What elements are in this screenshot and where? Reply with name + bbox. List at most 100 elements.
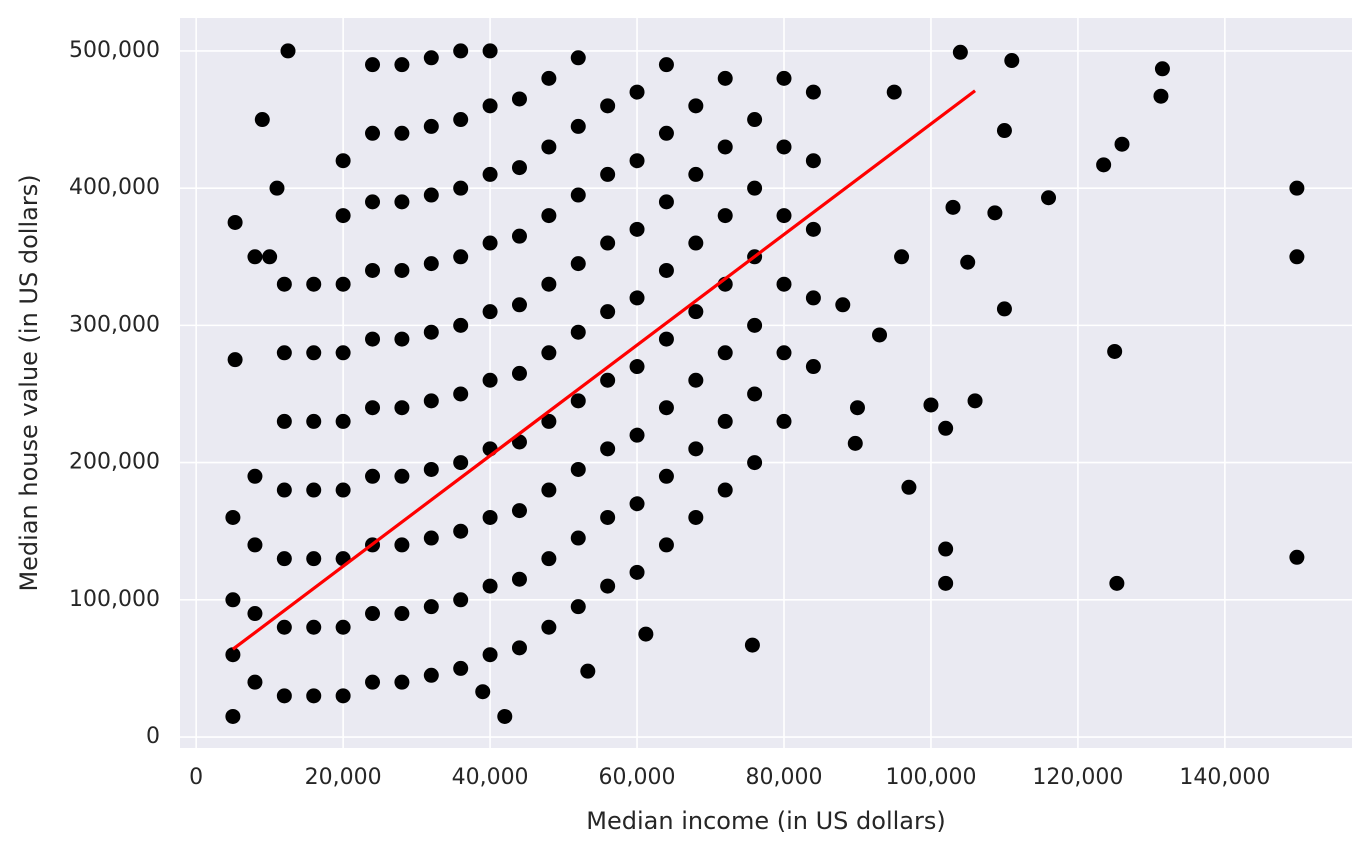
scatter-point: [1289, 180, 1305, 196]
scatter-point: [688, 441, 704, 457]
scatter-point: [225, 509, 241, 525]
scatter-point: [1041, 190, 1057, 206]
scatter-point: [262, 249, 278, 265]
scatter-point: [276, 413, 292, 429]
scatter-point: [511, 160, 527, 176]
scatter-point: [600, 235, 616, 251]
y-tick-label: 200,000: [69, 450, 160, 475]
scatter-point: [658, 57, 674, 73]
scatter-point: [1289, 549, 1305, 565]
y-tick-label: 100,000: [69, 587, 160, 612]
scatter-point: [394, 331, 410, 347]
scatter-point: [658, 262, 674, 278]
scatter-point: [938, 420, 954, 436]
scatter-point: [482, 166, 498, 182]
scatter-point: [688, 166, 704, 182]
scatter-point: [570, 256, 586, 272]
scatter-point: [335, 345, 351, 361]
scatter-point: [747, 455, 763, 471]
scatter-point: [541, 345, 557, 361]
scatter-point: [276, 482, 292, 498]
scatter-point: [482, 235, 498, 251]
scatter-point: [365, 262, 381, 278]
x-tick-label: 100,000: [885, 765, 976, 790]
scatter-point: [717, 208, 733, 224]
scatter-point: [638, 626, 654, 642]
scatter-point: [541, 551, 557, 567]
scatter-point: [600, 304, 616, 320]
scatter-point: [254, 112, 270, 128]
scatter-point: [658, 194, 674, 210]
scatter-point: [453, 660, 469, 676]
scatter-point: [394, 125, 410, 141]
scatter-point: [511, 297, 527, 313]
scatter-point: [423, 324, 439, 340]
scatter-point: [658, 400, 674, 416]
scatter-point: [365, 194, 381, 210]
plot-area: [180, 18, 1352, 748]
scatter-point: [423, 50, 439, 66]
scatter-point: [365, 331, 381, 347]
scatter-point: [717, 413, 733, 429]
scatter-point: [747, 317, 763, 333]
scatter-point: [629, 153, 645, 169]
scatter-point: [423, 599, 439, 615]
x-tick-label: 60,000: [599, 765, 676, 790]
scatter-point: [570, 599, 586, 615]
scatter-point: [280, 43, 296, 59]
scatter-point: [453, 112, 469, 128]
scatter-point: [453, 180, 469, 196]
scatter-point: [453, 523, 469, 539]
scatter-point: [747, 112, 763, 128]
scatter-point: [423, 187, 439, 203]
scatter-point: [453, 455, 469, 471]
scatter-point: [938, 541, 954, 557]
scatter-point: [511, 91, 527, 107]
scatter-point: [717, 345, 733, 361]
scatter-point: [335, 276, 351, 292]
scatter-point: [570, 50, 586, 66]
scatter-point: [1153, 88, 1169, 104]
scatter-point: [658, 537, 674, 553]
scatter-point: [225, 647, 241, 663]
scatter-point: [688, 98, 704, 114]
scatter-point: [482, 578, 498, 594]
scatter-point: [423, 256, 439, 272]
scatter-point: [541, 276, 557, 292]
scatter-point: [600, 578, 616, 594]
fit-line: [231, 89, 977, 651]
scatter-point: [482, 509, 498, 525]
scatter-point: [938, 575, 954, 591]
scatter-point: [306, 482, 322, 498]
scatter-point: [306, 276, 322, 292]
scatter-point: [1004, 53, 1020, 69]
scatter-point: [717, 139, 733, 155]
scatter-point: [227, 214, 243, 230]
scatter-point: [423, 118, 439, 134]
scatter-point: [423, 530, 439, 546]
scatter-point: [423, 393, 439, 409]
scatter-point: [306, 619, 322, 635]
scatter-point: [658, 468, 674, 484]
scatter-point: [776, 70, 792, 86]
scatter-point: [747, 180, 763, 196]
scatter-point: [475, 684, 491, 700]
scatter-point: [394, 194, 410, 210]
scatter-point: [365, 57, 381, 73]
scatter-point: [1289, 249, 1305, 265]
scatter-point: [541, 619, 557, 635]
scatter-point: [541, 482, 557, 498]
scatter-point: [967, 393, 983, 409]
scatter-point: [365, 400, 381, 416]
y-tick-label: 0: [146, 724, 160, 749]
scatter-point: [570, 324, 586, 340]
scatter-point: [987, 205, 1003, 221]
scatter-point: [805, 221, 821, 237]
scatter-point: [1109, 575, 1125, 591]
scatter-point: [847, 435, 863, 451]
scatter-point: [394, 468, 410, 484]
scatter-point: [541, 413, 557, 429]
scatter-point: [482, 98, 498, 114]
scatter-point: [600, 509, 616, 525]
scatter-point: [306, 413, 322, 429]
